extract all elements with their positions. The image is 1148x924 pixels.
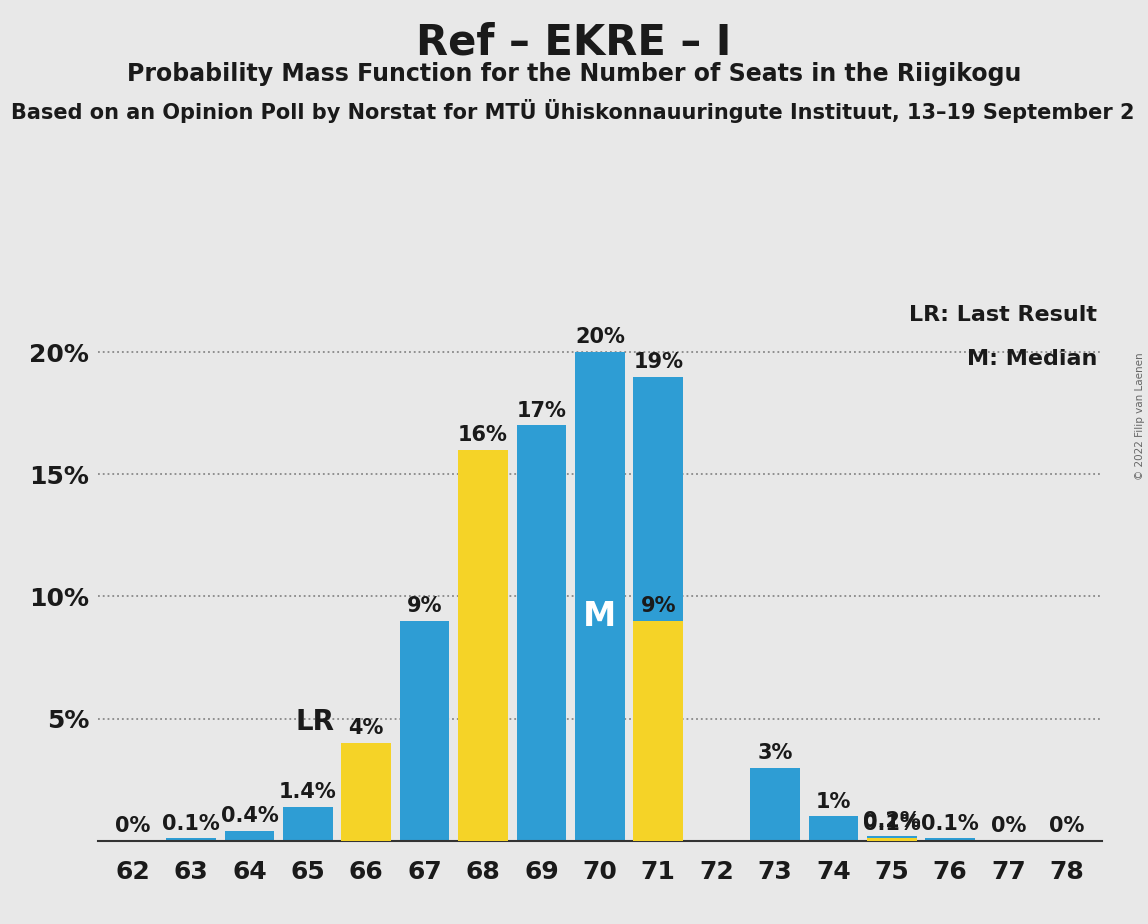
Text: M: M [583, 600, 616, 633]
Text: © 2022 Filip van Laenen: © 2022 Filip van Laenen [1135, 352, 1145, 480]
Bar [575, 352, 625, 841]
Bar [750, 768, 800, 841]
Text: 0%: 0% [1049, 817, 1085, 836]
Text: Ref – EKRE – I: Ref – EKRE – I [417, 21, 731, 63]
Text: 20%: 20% [575, 327, 625, 347]
Bar [808, 817, 859, 841]
Bar [458, 450, 507, 841]
Bar [166, 838, 216, 841]
Text: 0.1%: 0.1% [863, 813, 921, 833]
Text: 9%: 9% [406, 596, 442, 616]
Text: 3%: 3% [758, 743, 793, 762]
Text: 0.4%: 0.4% [220, 806, 278, 826]
Text: 1%: 1% [816, 792, 851, 811]
Bar [867, 838, 916, 841]
Text: 9%: 9% [641, 596, 676, 616]
Bar [634, 377, 683, 841]
Text: LR: Last Result: LR: Last Result [909, 305, 1097, 325]
Text: 16%: 16% [458, 425, 507, 445]
Bar [925, 838, 975, 841]
Text: 4%: 4% [349, 718, 383, 738]
Bar [284, 807, 333, 841]
Bar [517, 425, 566, 841]
Text: Based on an Opinion Poll by Norstat for MTÜ Ühiskonnauuringute Instituut, 13–19 : Based on an Opinion Poll by Norstat for … [11, 99, 1135, 123]
Text: 0.1%: 0.1% [922, 813, 979, 833]
Text: 0%: 0% [991, 817, 1026, 836]
Bar [867, 836, 916, 841]
Bar [341, 743, 391, 841]
Text: LR: LR [295, 708, 334, 736]
Text: 0.1%: 0.1% [162, 813, 220, 833]
Text: M: Median: M: Median [967, 348, 1097, 369]
Bar [634, 621, 683, 841]
Text: Probability Mass Function for the Number of Seats in the Riigikogu: Probability Mass Function for the Number… [126, 62, 1022, 86]
Bar [225, 831, 274, 841]
Bar [400, 621, 450, 841]
Text: 19%: 19% [634, 352, 683, 371]
Text: 17%: 17% [517, 401, 566, 420]
Text: 0%: 0% [115, 817, 150, 836]
Text: 1.4%: 1.4% [279, 782, 336, 802]
Text: 0.2%: 0.2% [863, 811, 921, 831]
